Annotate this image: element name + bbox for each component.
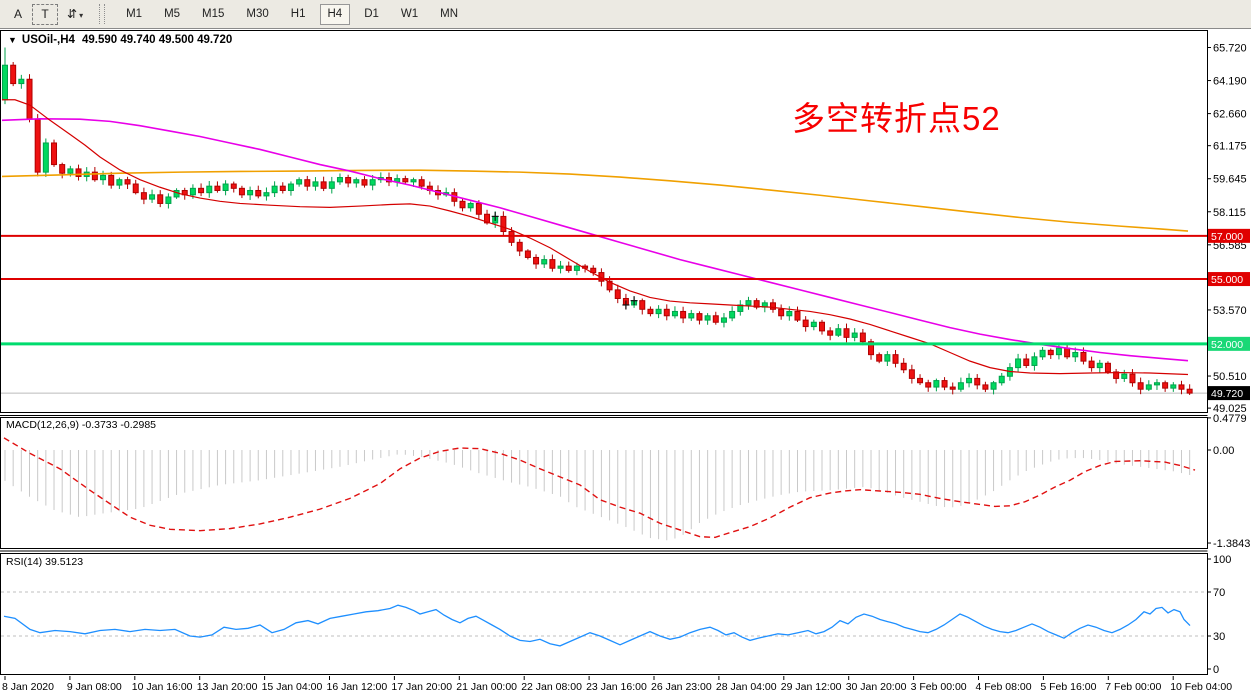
svg-text:59.645: 59.645 bbox=[1213, 174, 1247, 186]
collapse-triangle-icon[interactable]: ▼ bbox=[8, 35, 17, 45]
rsi-indicator-label: RSI(14) 39.5123 bbox=[6, 556, 84, 568]
pane-frames bbox=[0, 30, 1208, 675]
annotation-text: 多空转折点52 bbox=[792, 100, 1001, 137]
svg-text:10 Feb 04:00: 10 Feb 04:00 bbox=[1170, 681, 1232, 693]
timeframe-button-m5[interactable]: M5 bbox=[156, 4, 188, 25]
svg-text:64.190: 64.190 bbox=[1213, 76, 1247, 88]
chart-title-row: ▼ USOil-,H4 49.590 49.740 49.500 49.720 bbox=[8, 34, 232, 46]
svg-text:30 Jan 20:00: 30 Jan 20:00 bbox=[846, 681, 907, 693]
macd-indicator-label: MACD(12,26,9) -0.3733 -0.2985 bbox=[6, 419, 157, 431]
timeframe-button-m15[interactable]: M15 bbox=[194, 4, 232, 25]
svg-text:30: 30 bbox=[1213, 631, 1225, 643]
svg-text:0: 0 bbox=[1213, 664, 1219, 676]
horizontal-levels bbox=[1, 234, 1207, 346]
svg-text:22 Jan 08:00: 22 Jan 08:00 bbox=[521, 681, 582, 693]
svg-text:29 Jan 12:00: 29 Jan 12:00 bbox=[781, 681, 842, 693]
svg-text:23 Jan 16:00: 23 Jan 16:00 bbox=[586, 681, 647, 693]
svg-text:57.000: 57.000 bbox=[1211, 231, 1243, 243]
svg-text:53.570: 53.570 bbox=[1213, 305, 1247, 317]
symbol-title: USOil-,H4 bbox=[21, 34, 75, 46]
svg-text:17 Jan 20:00: 17 Jan 20:00 bbox=[391, 681, 452, 693]
svg-text:62.660: 62.660 bbox=[1213, 109, 1247, 121]
svg-text:21 Jan 00:00: 21 Jan 00:00 bbox=[456, 681, 517, 693]
time-axis[interactable]: 8 Jan 2020 9 Jan 08:00 10 Jan 16:00 13 Jan … bbox=[2, 676, 1232, 693]
svg-text:16 Jan 12:00: 16 Jan 12:00 bbox=[327, 681, 388, 693]
svg-text:49.720: 49.720 bbox=[1211, 388, 1243, 400]
dropdown-caret-icon: ▾ bbox=[79, 11, 84, 20]
toolbar-grip[interactable] bbox=[99, 4, 106, 24]
timeframe-button-d1[interactable]: D1 bbox=[356, 4, 387, 25]
macd-values: -0.3733 -0.2985 bbox=[81, 419, 157, 431]
timeframe-button-h4[interactable]: H4 bbox=[319, 3, 351, 25]
svg-text:13 Jan 20:00: 13 Jan 20:00 bbox=[197, 681, 258, 693]
cycle-tool-button[interactable]: ⇵ ▾ bbox=[60, 4, 90, 25]
doji-marks bbox=[491, 211, 638, 310]
ohlc-values: 49.590 49.740 49.500 49.720 bbox=[81, 34, 233, 46]
rsi-axis: 100 70 30 0 bbox=[1207, 554, 1231, 676]
toolbar: A T ⇵ ▾ M1 M5 M15 M30 H1 H4 D1 W1 MN bbox=[0, 0, 1251, 29]
font-tool-button[interactable]: A bbox=[6, 4, 30, 25]
text-tool-button[interactable]: T bbox=[32, 3, 58, 25]
price-axis: 65.72064.19062.66061.17559.64558.11556.5… bbox=[1207, 43, 1250, 415]
svg-text:50.510: 50.510 bbox=[1213, 371, 1247, 383]
timeframe-button-h1[interactable]: H1 bbox=[283, 4, 314, 25]
svg-text:8 Jan 2020: 8 Jan 2020 bbox=[2, 681, 54, 693]
timeframe-button-m1[interactable]: M1 bbox=[118, 4, 150, 25]
macd-pane bbox=[3, 437, 1196, 541]
svg-text:61.175: 61.175 bbox=[1213, 141, 1247, 153]
svg-text:3 Feb 00:00: 3 Feb 00:00 bbox=[911, 681, 967, 693]
svg-text:7 Feb 00:00: 7 Feb 00:00 bbox=[1105, 681, 1161, 693]
timeframe-button-m30[interactable]: M30 bbox=[238, 4, 276, 25]
svg-text:55.000: 55.000 bbox=[1211, 274, 1243, 286]
svg-text:28 Jan 04:00: 28 Jan 04:00 bbox=[716, 681, 777, 693]
svg-text:10 Jan 16:00: 10 Jan 16:00 bbox=[132, 681, 193, 693]
svg-text:-1.3843: -1.3843 bbox=[1213, 538, 1250, 550]
svg-text:58.115: 58.115 bbox=[1213, 207, 1246, 219]
rsi-pane bbox=[1, 591, 1207, 647]
svg-text:15 Jan 04:00: 15 Jan 04:00 bbox=[262, 681, 323, 693]
svg-text:5 Feb 16:00: 5 Feb 16:00 bbox=[1040, 681, 1096, 693]
updown-arrows-icon: ⇵ bbox=[67, 7, 78, 21]
svg-text:70: 70 bbox=[1213, 587, 1225, 599]
svg-text:4 Feb 08:00: 4 Feb 08:00 bbox=[976, 681, 1032, 693]
svg-text:100: 100 bbox=[1213, 554, 1231, 566]
macd-axis: 0.4779 0.00 -1.3843 bbox=[1207, 413, 1250, 550]
svg-text:0.00: 0.00 bbox=[1213, 445, 1234, 457]
svg-text:26 Jan 23:00: 26 Jan 23:00 bbox=[651, 681, 712, 693]
moving-averages bbox=[1, 99, 1189, 376]
svg-text:65.720: 65.720 bbox=[1213, 43, 1247, 55]
timeframe-button-w1[interactable]: W1 bbox=[393, 4, 426, 25]
svg-text:9 Jan 08:00: 9 Jan 08:00 bbox=[67, 681, 122, 693]
rsi-value: 39.5123 bbox=[45, 556, 84, 568]
svg-text:0.4779: 0.4779 bbox=[1213, 413, 1247, 425]
svg-text:49.025: 49.025 bbox=[1213, 403, 1247, 415]
timeframe-button-mn[interactable]: MN bbox=[432, 4, 466, 25]
svg-text:52.000: 52.000 bbox=[1211, 339, 1243, 351]
